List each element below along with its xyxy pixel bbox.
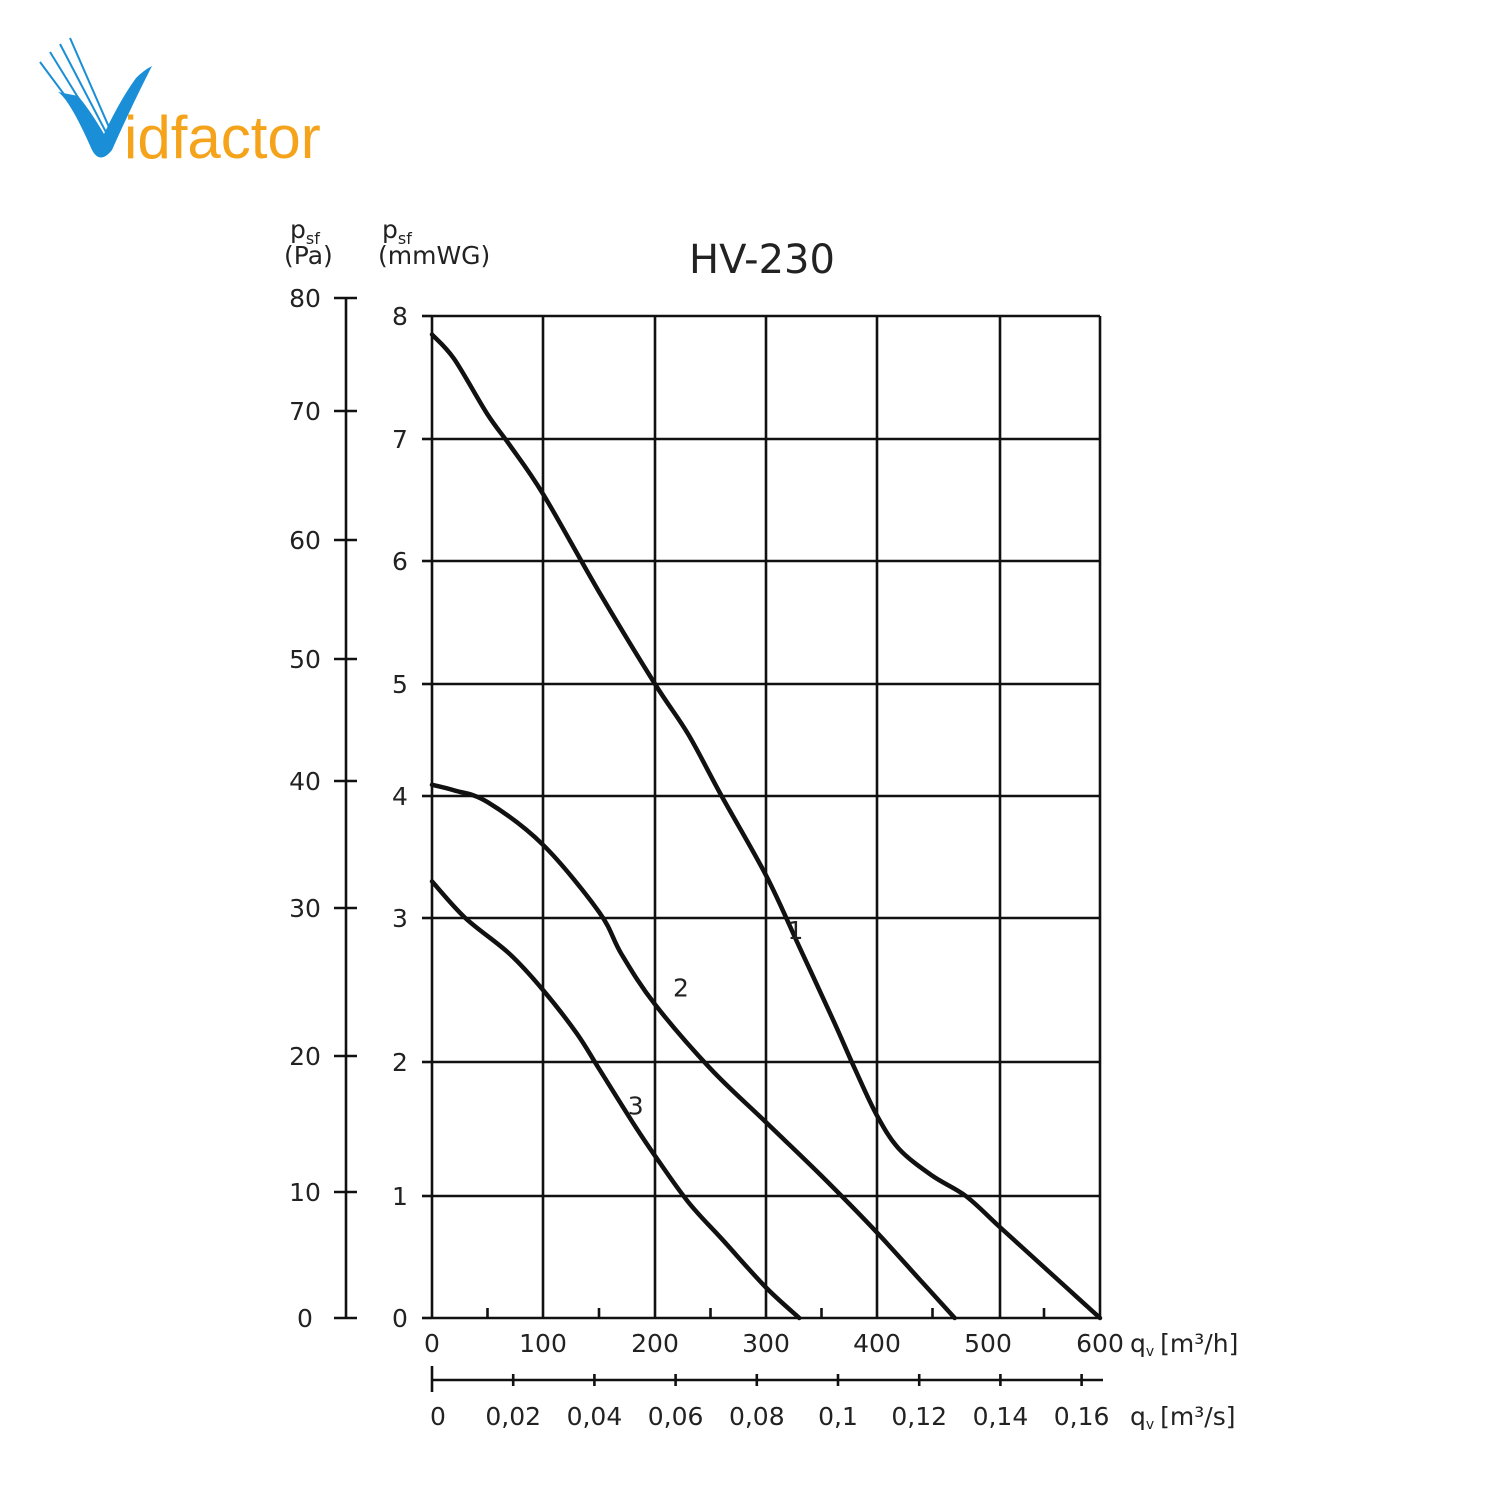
x-m3h-tick-label: 400 bbox=[853, 1329, 901, 1358]
x-m3h-label-unit: [m³/h] bbox=[1160, 1329, 1238, 1358]
x-m3s-axis-label: qv [m³/s] bbox=[1130, 1402, 1236, 1433]
grid bbox=[430, 314, 1102, 1320]
x-m3s-tick-label: 0,1 bbox=[818, 1402, 858, 1431]
x-m3s-tick-label: 0,08 bbox=[729, 1402, 785, 1431]
x-m3s-label-sub: v bbox=[1146, 1417, 1154, 1433]
y-mmwg-tick-label: 7 bbox=[392, 425, 408, 454]
y-pa-axis-label: psf (Pa) bbox=[284, 215, 333, 270]
series-3-line bbox=[429, 879, 802, 1321]
logo-feather-icon bbox=[39, 37, 113, 141]
logo-text: idfactor bbox=[124, 104, 321, 171]
series-3-label: 3 bbox=[628, 1091, 644, 1120]
y-pa-tick-label: 60 bbox=[289, 526, 321, 555]
y-mmwg-tick-label: 3 bbox=[392, 904, 408, 933]
series-2-label: 2 bbox=[673, 973, 689, 1002]
y-mmwg-tick-label: 0 bbox=[392, 1304, 408, 1333]
y-mmwg-tick-label: 6 bbox=[392, 547, 408, 576]
y-mmwg-label-sub: sf bbox=[398, 229, 412, 248]
x-m3h-tick-label: 100 bbox=[519, 1329, 567, 1358]
y-pa-tick-label: 40 bbox=[289, 767, 321, 796]
x-m3h-tick-label: 200 bbox=[631, 1329, 679, 1358]
x-m3h-label-sub: v bbox=[1146, 1344, 1154, 1360]
series-1-line bbox=[429, 332, 1103, 1321]
y-pa-tick-label: 10 bbox=[289, 1178, 321, 1207]
chart-title: HV-230 bbox=[689, 237, 835, 283]
y-pa-tick-label: 30 bbox=[289, 894, 321, 923]
x-m3s-tick-label: 0,14 bbox=[973, 1402, 1029, 1431]
y-mmwg-label-main: p bbox=[382, 215, 398, 244]
series-2-line bbox=[429, 782, 957, 1321]
x-m3s-tick-label: 0,02 bbox=[485, 1402, 541, 1431]
y-pa-tick-label: 70 bbox=[289, 397, 321, 426]
y-pa-tick-label: 20 bbox=[289, 1042, 321, 1071]
x-m3s-tick-label: 0,06 bbox=[648, 1402, 704, 1431]
y-mmwg-tick-label: 8 bbox=[392, 302, 408, 331]
x-m3h-tick-label: 300 bbox=[742, 1329, 790, 1358]
x-m3h-tick-label: 0 bbox=[424, 1329, 440, 1358]
x-m3s-tick-label: 0,12 bbox=[891, 1402, 947, 1431]
y-mmwg-label-unit: (mmWG) bbox=[378, 241, 490, 270]
svg-text:psf: psf bbox=[382, 215, 412, 248]
logo-v-mark bbox=[58, 66, 152, 158]
y-mmwg-tick-label: 1 bbox=[392, 1182, 408, 1211]
x-m3h-tick-label: 500 bbox=[964, 1329, 1012, 1358]
vidfactor-logo: V idfactor bbox=[39, 37, 321, 171]
series-1-label: 1 bbox=[788, 916, 804, 945]
x-m3h-label-main: q bbox=[1130, 1329, 1146, 1358]
x-m3h-tick-label: 600 bbox=[1076, 1329, 1124, 1358]
series: 1 2 3 bbox=[429, 332, 1103, 1321]
y-mmwg-axis-label: psf (mmWG) bbox=[378, 215, 490, 270]
svg-text:psf: psf bbox=[290, 215, 320, 248]
y-pa-tick-label: 80 bbox=[289, 284, 321, 313]
y-mmwg-tick-label: 5 bbox=[392, 670, 408, 699]
x-m3s-label-unit: [m³/s] bbox=[1160, 1402, 1235, 1431]
y-mmwg-tick-label: 2 bbox=[392, 1048, 408, 1077]
y-mmwg-tick-label: 4 bbox=[392, 782, 408, 811]
y-pa-label-sub: sf bbox=[306, 229, 320, 248]
x-m3h-axis-label: qv [m³/h] bbox=[1130, 1329, 1238, 1360]
y-pa-tick-label: 50 bbox=[289, 645, 321, 674]
y-pa-tick-label: 0 bbox=[297, 1304, 313, 1333]
y-pa-label-main: p bbox=[290, 215, 306, 244]
x-m3s-tick-label: 0 bbox=[430, 1402, 446, 1431]
x-m3s-tick-label: 0,16 bbox=[1054, 1402, 1110, 1431]
x-m3s-tick-label: 0,04 bbox=[567, 1402, 623, 1431]
y-pa-label-unit: (Pa) bbox=[284, 241, 333, 270]
x-m3s-label-main: q bbox=[1130, 1402, 1146, 1431]
